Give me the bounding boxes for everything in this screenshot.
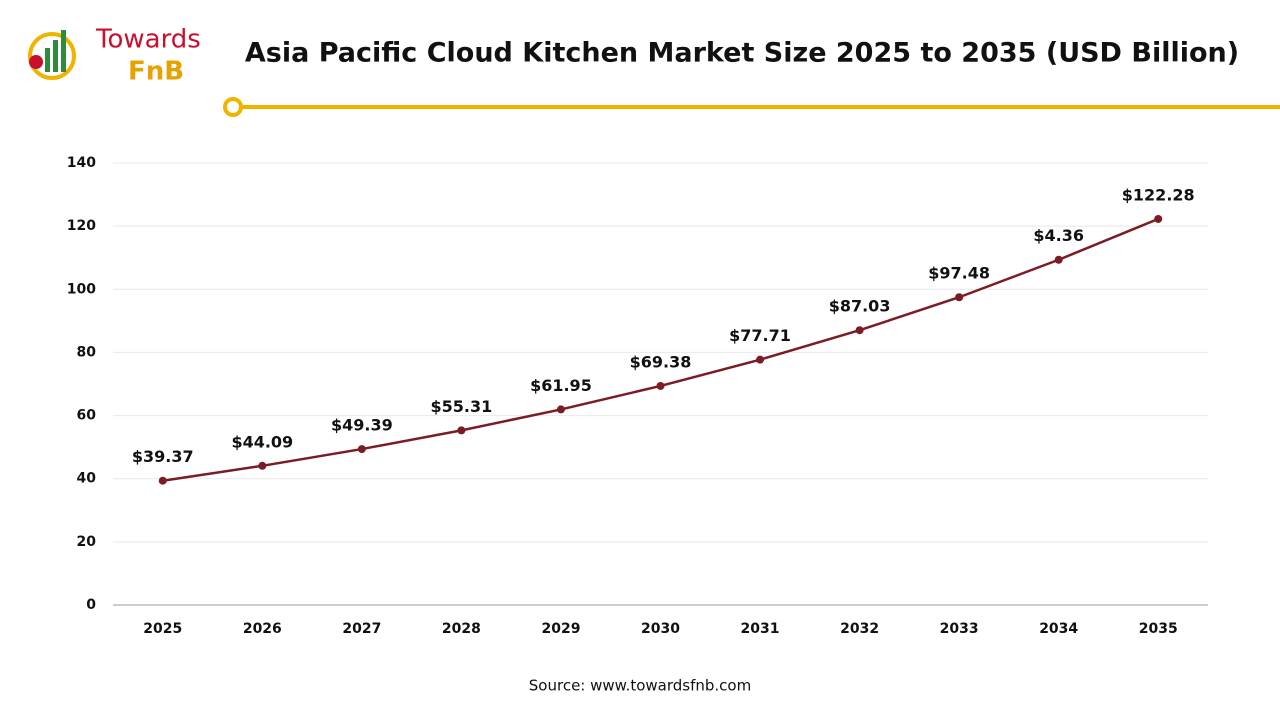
x-tick-label: 2034	[1039, 621, 1078, 637]
data-point	[457, 426, 466, 435]
y-tick-label: 60	[77, 408, 97, 424]
y-tick-label: 140	[67, 155, 96, 171]
y-tick-label: 120	[67, 218, 96, 234]
data-label: $55.31	[431, 397, 493, 416]
data-point	[656, 381, 665, 390]
data-point	[1054, 255, 1063, 264]
data-point	[258, 461, 267, 470]
data-label: $77.71	[729, 326, 791, 345]
x-tick-label: 2032	[840, 621, 879, 637]
logo: Towards FnB	[28, 25, 201, 87]
data-label: $69.38	[630, 352, 692, 371]
data-point	[955, 293, 964, 302]
data-point	[1154, 214, 1163, 223]
data-label: $122.28	[1122, 185, 1195, 204]
x-tick-label: 2035	[1139, 621, 1178, 637]
logo-bar	[45, 48, 50, 72]
x-tick-label: 2028	[442, 621, 481, 637]
data-label: $97.48	[928, 264, 990, 283]
x-tick-label: 2029	[541, 621, 580, 637]
x-tick-label: 2031	[741, 621, 780, 637]
logo-dot	[29, 55, 43, 69]
x-tick-label: 2027	[342, 621, 381, 637]
y-tick-label: 100	[67, 281, 96, 297]
data-label: $61.95	[530, 376, 592, 395]
data-point	[158, 476, 167, 485]
data-label: $87.03	[829, 297, 891, 316]
x-tick-label: 2033	[940, 621, 979, 637]
y-tick-label: 80	[77, 344, 97, 360]
logo-top: Towards	[95, 25, 201, 55]
data-label: $39.37	[132, 447, 194, 466]
chart-title: Asia Pacific Cloud Kitchen Market Size 2…	[245, 38, 1239, 69]
x-tick-label: 2030	[641, 621, 680, 637]
divider-dot	[223, 97, 243, 117]
x-tick-label: 2026	[243, 621, 282, 637]
logo-bottom: FnB	[128, 57, 184, 87]
data-label: $49.39	[331, 416, 393, 435]
x-tick-label: 2025	[143, 621, 182, 637]
y-tick-label: 20	[77, 534, 97, 550]
data-point	[756, 355, 765, 364]
data-point	[855, 326, 864, 335]
logo-ring	[28, 32, 76, 80]
y-tick-label: 0	[86, 597, 96, 613]
data-label: $4.36	[1033, 226, 1084, 245]
logo-bar	[53, 40, 58, 72]
logo-bar	[61, 30, 66, 72]
y-tick-label: 40	[77, 471, 97, 487]
data-point	[556, 405, 565, 414]
data-label: $44.09	[231, 432, 293, 451]
data-point	[357, 445, 366, 454]
source: Source: www.towardsfnb.com	[529, 677, 751, 695]
